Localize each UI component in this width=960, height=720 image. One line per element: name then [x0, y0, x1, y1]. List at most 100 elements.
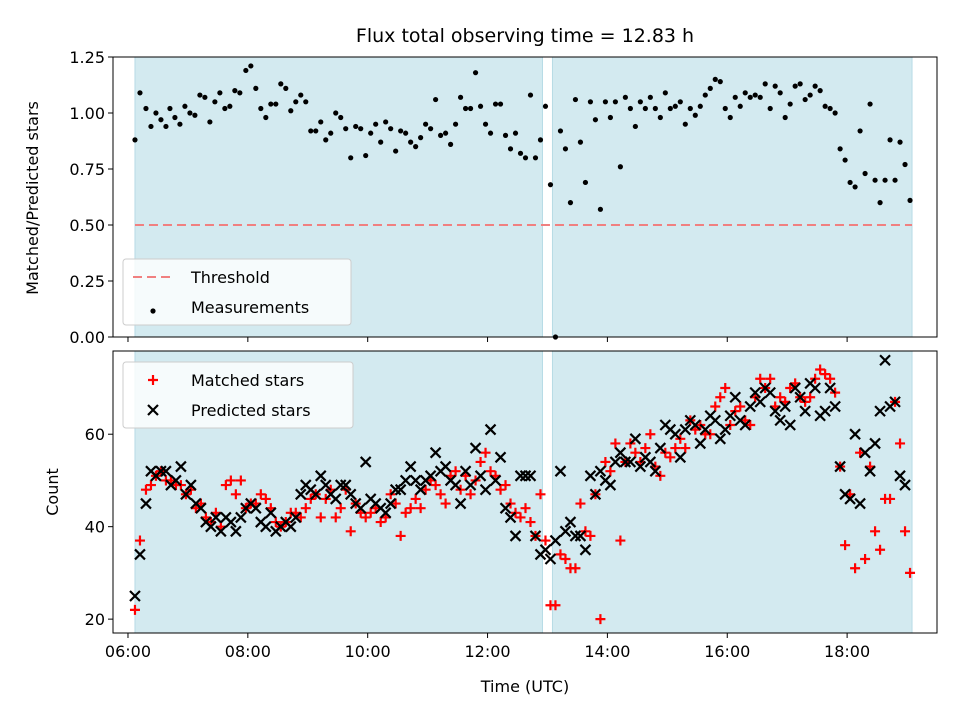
data-point — [617, 164, 623, 170]
data-point — [539, 544, 552, 556]
data-point — [569, 530, 582, 542]
data-point — [879, 354, 891, 367]
data-point — [689, 419, 702, 431]
data-point — [414, 483, 427, 496]
data-point — [319, 479, 332, 491]
data-point — [212, 99, 218, 105]
data-point — [368, 130, 374, 136]
data-point — [710, 401, 721, 412]
y-tick-label: 0.25 — [69, 272, 105, 291]
data-point — [732, 94, 738, 100]
data-point — [837, 146, 843, 152]
data-point — [390, 498, 401, 509]
data-point — [677, 99, 683, 105]
data-point — [343, 126, 349, 132]
data-point — [519, 470, 532, 482]
data-point — [520, 503, 531, 514]
data-point — [339, 479, 352, 491]
data-point — [129, 604, 140, 615]
data-point — [230, 489, 241, 500]
data-point — [365, 507, 376, 518]
data-point — [440, 498, 451, 509]
data-point — [398, 128, 404, 134]
data-point — [877, 200, 883, 206]
data-point — [622, 94, 628, 100]
data-point — [670, 443, 681, 454]
data-point — [285, 520, 297, 533]
data-point — [667, 105, 673, 112]
legend-marker — [150, 308, 156, 314]
data-point — [475, 456, 486, 467]
data-point — [428, 126, 434, 132]
data-point — [875, 544, 886, 555]
data-point — [772, 83, 778, 89]
data-point — [148, 123, 154, 130]
data-point — [433, 96, 439, 103]
data-point — [454, 497, 467, 510]
data-point — [155, 465, 167, 477]
data-point — [717, 79, 723, 85]
data-point — [735, 401, 746, 412]
data-point — [715, 392, 726, 403]
data-point — [415, 503, 426, 514]
data-point — [840, 540, 851, 551]
data-point — [248, 63, 254, 69]
data-point — [637, 99, 643, 105]
data-point — [752, 92, 758, 98]
data-point — [665, 452, 676, 463]
data-point — [614, 446, 627, 459]
data-point — [469, 442, 482, 454]
data-point — [872, 177, 878, 183]
data-point — [255, 489, 266, 500]
data-point — [785, 382, 796, 393]
data-point — [423, 121, 429, 127]
data-point — [535, 489, 546, 500]
data-point — [802, 96, 808, 103]
data-point — [542, 103, 549, 109]
data-point — [143, 105, 149, 112]
data-point — [905, 567, 916, 578]
data-point — [680, 443, 691, 454]
data-point — [442, 130, 449, 136]
data-point — [745, 419, 756, 430]
data-point — [522, 155, 529, 161]
data-point — [170, 474, 182, 487]
data-point — [140, 497, 152, 510]
data-point — [215, 525, 227, 538]
data-point — [807, 92, 813, 98]
series-predicted-stars — [129, 354, 911, 602]
data-point — [525, 517, 536, 528]
legend: Matched stars Predicted stars — [122, 361, 354, 429]
data-point — [452, 121, 459, 127]
data-point — [328, 130, 334, 136]
data-point — [805, 392, 816, 403]
data-point — [129, 590, 141, 602]
data-point — [547, 182, 554, 188]
data-point — [474, 470, 487, 482]
data-point — [627, 105, 633, 112]
data-point — [652, 105, 658, 112]
data-point — [782, 114, 788, 121]
data-point — [585, 530, 596, 541]
data-point — [594, 465, 607, 477]
chart-title: Flux total observing time = 12.83 h — [356, 25, 694, 47]
data-point — [722, 105, 728, 112]
data-point — [889, 396, 901, 408]
y-tick-label: 1.25 — [69, 48, 105, 67]
x-tick-label: 16:00 — [704, 642, 750, 661]
data-point — [300, 503, 311, 514]
data-point — [220, 480, 231, 491]
data-point — [268, 101, 274, 107]
data-point — [524, 470, 537, 482]
data-point — [897, 139, 903, 145]
data-point — [647, 94, 653, 100]
data-point — [435, 489, 446, 500]
data-point — [849, 428, 861, 440]
plot-frame — [112, 350, 938, 634]
legend-marker — [147, 404, 159, 416]
data-point — [775, 392, 786, 403]
data-point — [260, 520, 272, 533]
y-tick-label: 0.75 — [69, 160, 105, 179]
data-point — [564, 516, 577, 528]
data-point — [737, 103, 743, 109]
